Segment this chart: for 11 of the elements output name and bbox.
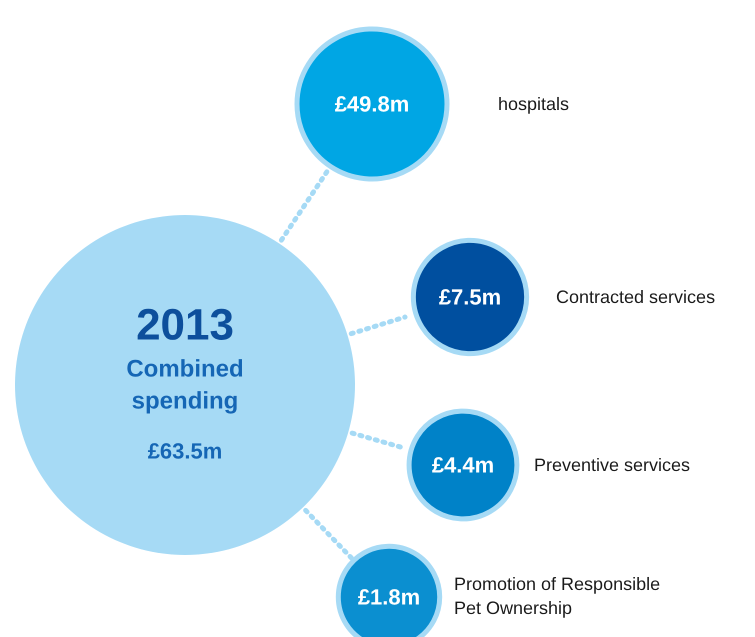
data-label: £1.8m	[358, 584, 420, 610]
category-label: Promotion of Responsible Pet Ownership	[454, 574, 660, 618]
category-label: hospitals	[498, 94, 570, 114]
text: £63.5m	[148, 438, 222, 464]
category-label: Contracted services	[556, 287, 716, 307]
data-label: £4.4m	[432, 452, 494, 478]
text: 2013	[136, 300, 234, 350]
data-label: £7.5m	[438, 284, 502, 310]
text: Combined spending	[126, 356, 244, 414]
category-label: Preventive services	[534, 455, 690, 475]
data-label: £49.8m	[334, 92, 410, 116]
